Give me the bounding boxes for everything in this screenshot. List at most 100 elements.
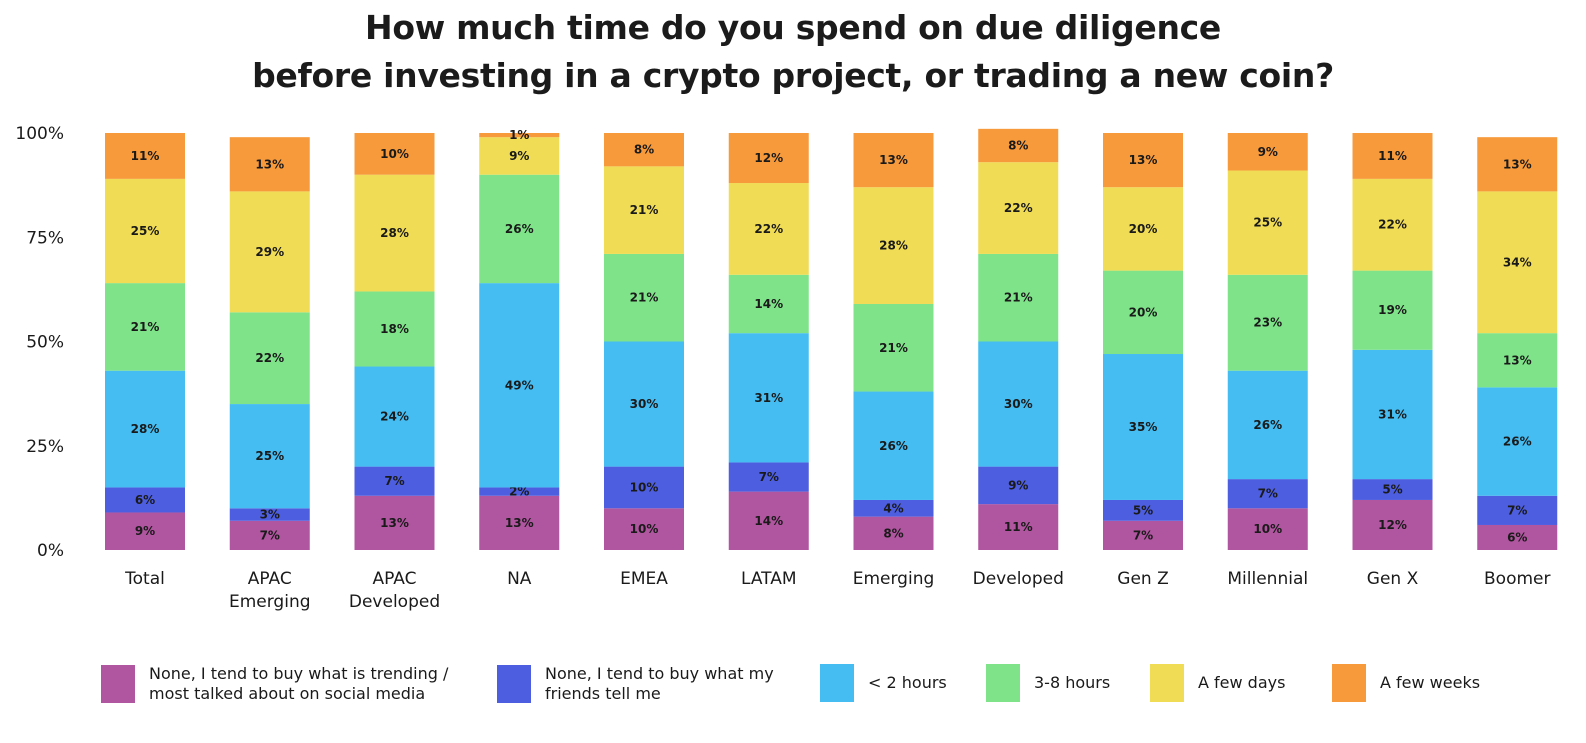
bar-segment [105,370,185,488]
bar-segment [728,462,809,492]
plot-area: 0% 25% 50% 75% 100% 9% 6% 28% 21% 25% 11% Total 7% 3%… [15,124,1558,612]
data-label: 31% [754,391,783,405]
data-label: 28% [879,239,908,253]
data-label: 30% [630,397,659,411]
x-tick-label: Gen Z [1117,569,1168,589]
data-label: 5% [1382,483,1402,497]
legend-label: None, I tend to buy what is trending / mo… [149,664,448,704]
bar-segment [1103,499,1183,521]
data-label: 9% [1008,478,1028,492]
bar-segment [1477,333,1558,388]
bar-segment [105,133,185,179]
bar-segment [354,133,435,175]
bar-segment [1227,370,1308,480]
bar-segment [728,274,809,334]
data-label: 26% [879,439,908,453]
bar-segment [479,174,560,284]
legend-label-line: most talked about on social media [149,684,426,703]
data-label: 9% [509,149,529,163]
bar-segment [105,487,185,513]
legend-swatch [1332,664,1366,702]
legend-item: None, I tend to buy what my friends tell … [497,664,774,704]
data-label: 11% [131,149,160,163]
bar-segment [1103,354,1183,500]
bar-segment [354,466,435,496]
bar-segment [1352,479,1433,500]
bar-segment [354,291,435,367]
bar-segment [728,183,809,275]
bar-segment [354,174,435,292]
data-label: 26% [1503,435,1532,449]
legend-label: A few days [1198,673,1285,693]
bar-segment [479,283,560,488]
data-label: 20% [1129,305,1158,319]
data-label: 22% [255,351,284,365]
data-label: 5% [1133,503,1153,517]
data-label: 24% [380,410,409,424]
bar-segment [1352,133,1433,179]
bar-segment [1103,520,1183,550]
data-label: 12% [754,151,783,165]
bar-segment [1352,178,1433,271]
data-label: 21% [1004,291,1033,305]
data-label: 26% [505,222,534,236]
bar-segment [229,520,310,550]
legend-swatch [1150,664,1184,702]
data-label: 30% [1004,397,1033,411]
bar-segment [1227,274,1308,371]
data-label: 28% [131,422,160,436]
bar-segment [229,312,310,405]
legend-swatch [820,664,854,702]
data-label: 21% [630,203,659,217]
legend-label-line: None, I tend to buy what is trending / [149,664,449,683]
bar-segment [1477,524,1558,550]
bar-segment [1227,508,1308,550]
data-label: 22% [1378,218,1407,232]
legend-swatch [986,664,1020,702]
data-label: 13% [1503,353,1532,367]
bar-segment [978,162,1059,254]
bar-segment [604,133,684,167]
legend-swatch [101,665,135,703]
data-label: 19% [1378,303,1407,317]
bar-segment [728,333,809,463]
x-tick-label: Gen X [1367,569,1419,589]
data-label: 3% [260,508,280,522]
bar-segment [1477,191,1558,334]
legend: None, I tend to buy what is trending / mo… [0,664,1586,724]
y-tick-label: 0% [37,541,64,561]
bar-segment [604,341,684,467]
bar-segment [479,133,560,138]
bar-segment [728,491,809,550]
data-label: 6% [1507,530,1527,544]
x-tick-label: NA [507,569,532,589]
data-label: 20% [1129,222,1158,236]
data-label: 10% [630,480,659,494]
legend-label-line: < 2 hours [868,673,947,692]
bar-segment [853,133,934,188]
legend-item: A few weeks [1332,664,1480,702]
data-label: 9% [1258,145,1278,159]
data-label: 21% [879,341,908,355]
bar-segment [354,366,435,467]
legend-label: < 2 hours [868,673,947,693]
chart-title: How much time do you spend on due dilige… [0,4,1586,100]
bar-segment [604,508,684,550]
bar-segment [479,495,560,550]
data-label: 13% [255,157,284,171]
bar-segment [978,466,1059,505]
bar-segment [1477,495,1558,525]
data-label: 1% [509,128,529,142]
data-label: 10% [1253,522,1282,536]
bar-segment [1477,387,1558,496]
bar-segment [604,253,684,342]
legend-item: < 2 hours [820,664,947,702]
bar-segment [1477,137,1558,192]
legend-item: None, I tend to buy what is trending / mo… [101,664,448,704]
data-label: 28% [380,226,409,240]
data-label: 13% [380,516,409,530]
data-label: 7% [260,528,280,542]
legend-item: 3-8 hours [986,664,1110,702]
data-label: 14% [754,514,783,528]
